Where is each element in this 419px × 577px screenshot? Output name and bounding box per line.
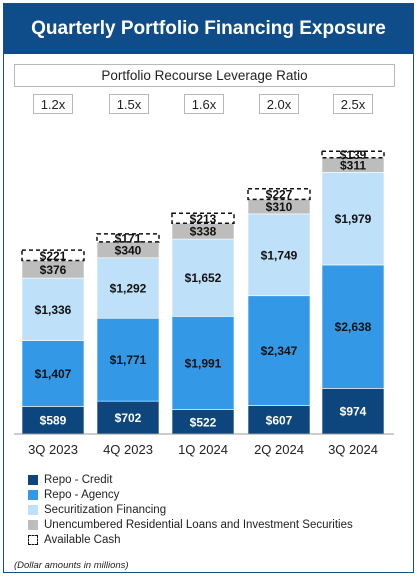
data-label-repo-agency-3q-2024: $2,638 bbox=[335, 320, 372, 334]
bar-securitization-financing-4q-2023 bbox=[96, 257, 160, 319]
bar-securitization-financing-3q-2024 bbox=[321, 172, 385, 266]
legend-label-repo-credit: Repo - Credit bbox=[44, 474, 113, 487]
legend-label-repo-agency: Repo - Agency bbox=[44, 489, 120, 502]
data-label-repo-credit-2q-2024: $607 bbox=[266, 413, 293, 427]
legend-swatch-repo-agency bbox=[28, 490, 38, 501]
footnote: (Dollar amounts in millions) bbox=[14, 560, 129, 571]
data-label-repo-credit-1q-2024: $522 bbox=[190, 415, 217, 429]
data-label-repo-credit-4q-2023: $702 bbox=[115, 411, 142, 425]
data-label-securitization-financing-3q-2023: $1,336 bbox=[35, 303, 72, 317]
bar-securitization-financing-3q-2023 bbox=[21, 277, 85, 341]
legend-swatch-available-cash bbox=[28, 534, 38, 545]
data-label-securitization-financing-2q-2024: $1,749 bbox=[261, 248, 298, 262]
leverage-ratio-3q2023: 1.2x bbox=[33, 94, 73, 114]
leverage-ratio-title: Portfolio Recourse Leverage Ratio bbox=[14, 64, 395, 87]
bar-repo-credit-1q-2024 bbox=[171, 409, 235, 435]
data-label-available-cash-3q-2024: $139 bbox=[340, 148, 367, 162]
leverage-ratio-2q2024: 2.0x bbox=[259, 94, 299, 114]
data-label-unencumbered-residential-loans-and-investment-securities-1q-2024: $338 bbox=[190, 225, 217, 239]
data-label-securitization-financing-1q-2024: $1,652 bbox=[185, 271, 222, 285]
bar-available-cash-4q-2023 bbox=[96, 233, 160, 243]
legend-label-securitization: Securitization Financing bbox=[44, 503, 167, 516]
legend-swatch-securitization bbox=[28, 504, 38, 515]
bar-repo-agency-2q-2024 bbox=[247, 295, 311, 406]
legend-swatch-unencumbered bbox=[28, 519, 38, 530]
leverage-ratio-3q2024: 2.5x bbox=[333, 94, 373, 114]
data-label-unencumbered-residential-loans-and-investment-securities-2q-2024: $310 bbox=[266, 200, 293, 214]
bar-repo-agency-1q-2024 bbox=[171, 316, 235, 410]
legend-item-available-cash: Available Cash bbox=[28, 532, 353, 547]
bar-repo-agency-3q-2024 bbox=[321, 264, 385, 389]
legend-item-unencumbered: Unencumbered Residential Loans and Inves… bbox=[28, 517, 353, 532]
bar-repo-agency-4q-2023 bbox=[96, 317, 160, 402]
data-label-securitization-financing-4q-2023: $1,292 bbox=[110, 282, 147, 296]
bar-available-cash-1q-2024 bbox=[171, 212, 235, 225]
data-label-repo-agency-1q-2024: $1,991 bbox=[185, 356, 222, 370]
data-label-repo-credit-3q-2023: $589 bbox=[40, 414, 67, 428]
data-label-repo-agency-2q-2024: $2,347 bbox=[261, 344, 298, 358]
legend-swatch-repo-credit bbox=[28, 475, 38, 486]
leverage-ratio-1q2024: 1.6x bbox=[184, 94, 224, 114]
legend: Repo - Credit Repo - Agency Securitizati… bbox=[28, 473, 353, 547]
x-tick-label-3q-2024: 3Q 2024 bbox=[328, 442, 378, 457]
bar-securitization-financing-2q-2024 bbox=[247, 213, 311, 297]
data-label-repo-agency-3q-2023: $1,407 bbox=[35, 367, 72, 381]
x-tick-label-1q-2024: 1Q 2024 bbox=[178, 442, 228, 457]
legend-item-securitization: Securitization Financing bbox=[28, 503, 353, 518]
data-label-unencumbered-residential-loans-and-investment-securities-4q-2023: $340 bbox=[115, 243, 142, 257]
data-label-unencumbered-residential-loans-and-investment-securities-3q-2024: $311 bbox=[340, 159, 366, 173]
legend-item-repo-agency: Repo - Agency bbox=[28, 488, 353, 503]
data-label-available-cash-2q-2024: $227 bbox=[266, 188, 293, 202]
data-label-repo-agency-4q-2023: $1,771 bbox=[110, 353, 147, 367]
leverage-ratio-4q2023: 1.5x bbox=[109, 94, 149, 114]
x-tick-label-4q-2023: 4Q 2023 bbox=[103, 442, 153, 457]
legend-label-unencumbered: Unencumbered Residential Loans and Inves… bbox=[44, 518, 353, 531]
chart-title: Quarterly Portfolio Financing Exposure bbox=[4, 4, 413, 54]
bar-available-cash-3q-2023 bbox=[21, 249, 85, 262]
bar-repo-credit-4q-2023 bbox=[96, 400, 160, 435]
bar-repo-credit-3q-2024 bbox=[321, 388, 385, 435]
data-label-securitization-financing-3q-2024: $1,979 bbox=[335, 212, 372, 226]
data-label-unencumbered-residential-loans-and-investment-securities-3q-2023: $376 bbox=[40, 263, 67, 277]
bar-available-cash-3q-2024 bbox=[321, 150, 385, 159]
legend-item-repo-credit: Repo - Credit bbox=[28, 473, 353, 488]
bar-securitization-financing-1q-2024 bbox=[171, 238, 235, 317]
x-tick-label-2q-2024: 2Q 2024 bbox=[254, 442, 304, 457]
x-tick-label-3q-2023: 3Q 2023 bbox=[28, 442, 78, 457]
data-label-available-cash-4q-2023: $171 bbox=[115, 231, 142, 245]
legend-label-available-cash: Available Cash bbox=[44, 533, 121, 546]
bar-available-cash-2q-2024 bbox=[247, 188, 311, 201]
data-label-repo-credit-3q-2024: $974 bbox=[340, 405, 367, 419]
data-label-available-cash-1q-2024: $213 bbox=[190, 212, 217, 226]
data-label-available-cash-3q-2023: $221 bbox=[40, 249, 67, 263]
